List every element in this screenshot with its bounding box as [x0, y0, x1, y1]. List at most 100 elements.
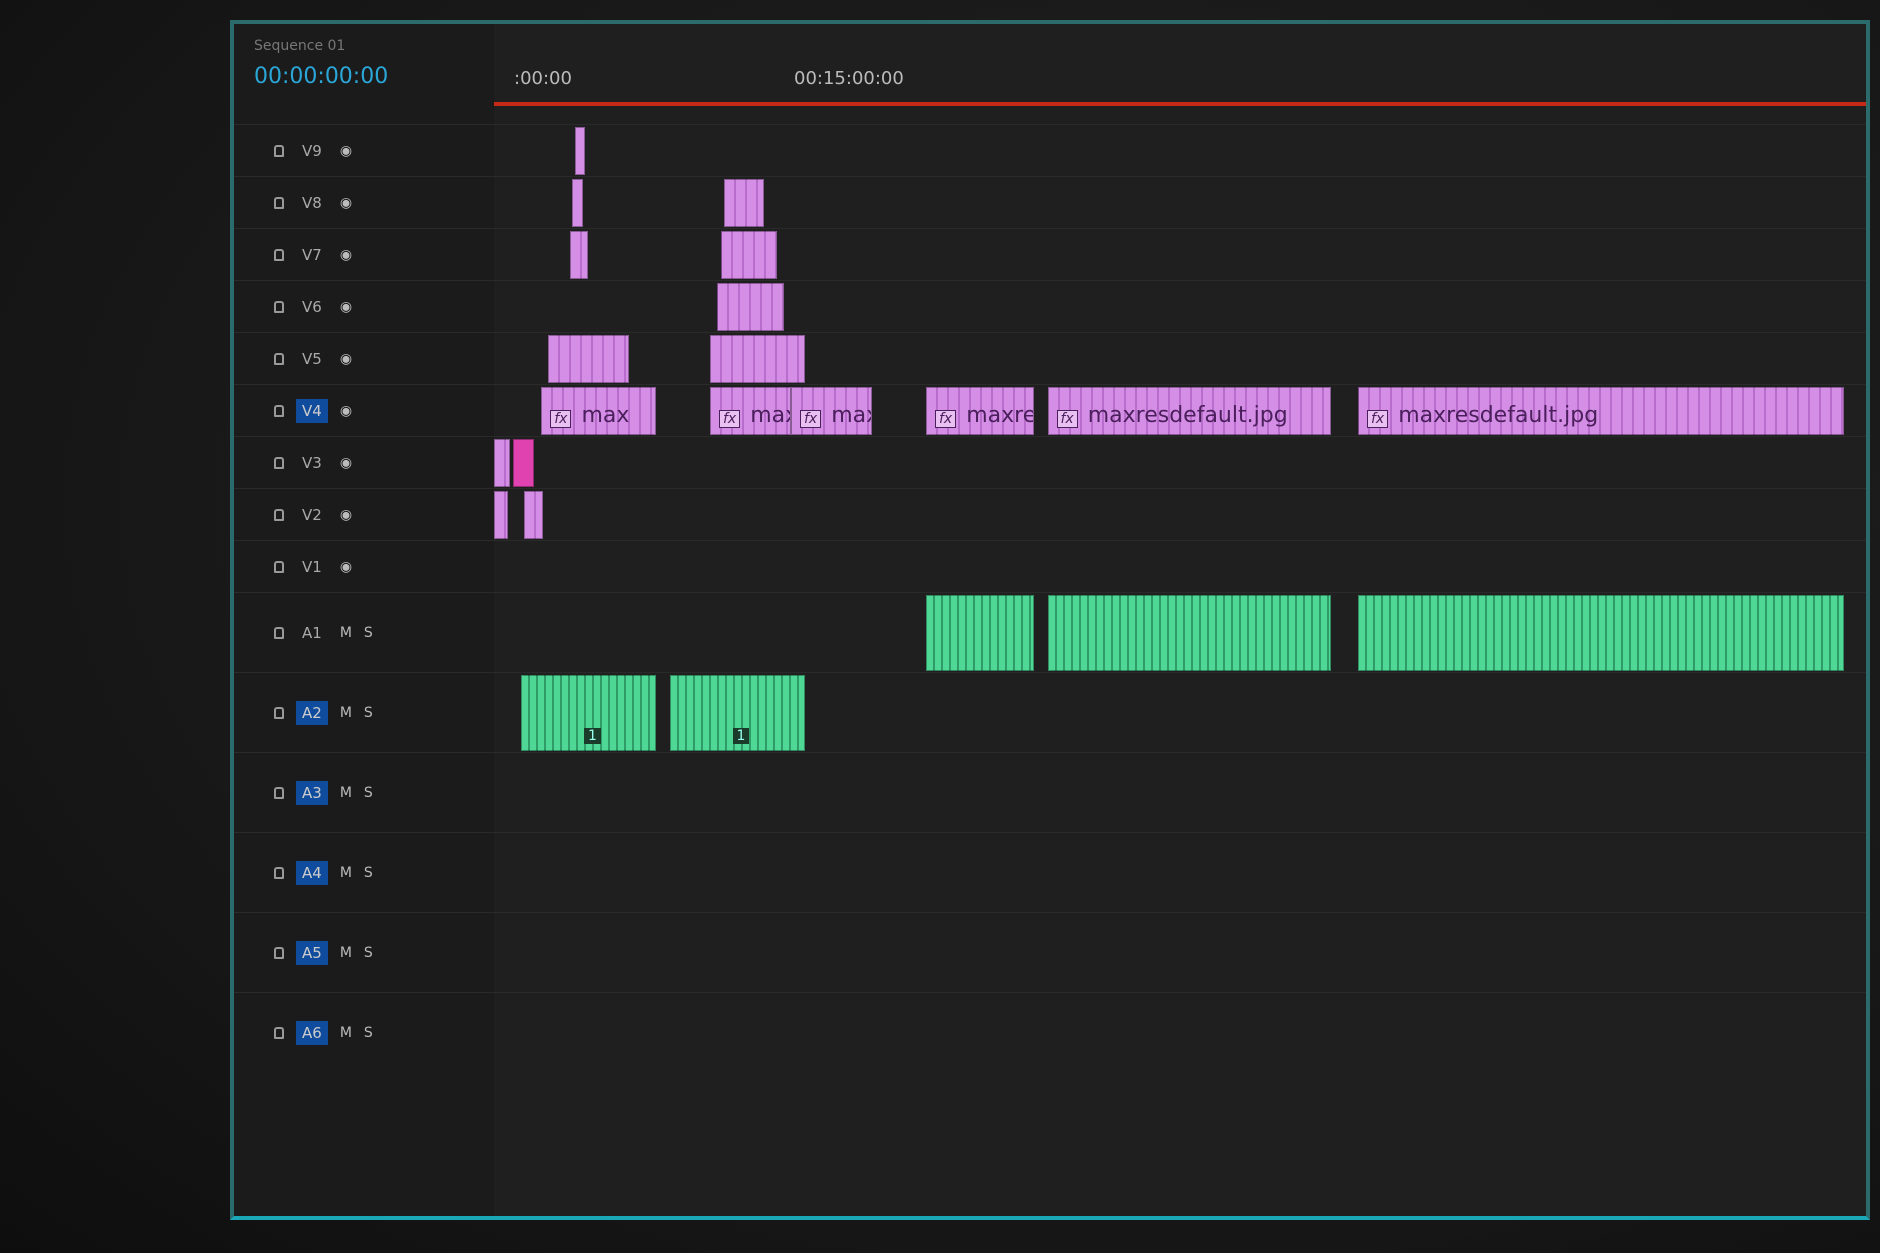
- lock-icon[interactable]: [274, 405, 284, 417]
- time-ruler[interactable]: :00:00 00:15:00:00: [494, 24, 1866, 124]
- track-v5: V5 ◉: [234, 332, 1866, 385]
- video-clip[interactable]: [720, 231, 778, 279]
- track-header: A6 M S: [234, 993, 494, 1073]
- track-target-toggle[interactable]: V4: [296, 399, 328, 423]
- audio-clip[interactable]: 1: [521, 675, 656, 751]
- track-target-toggle[interactable]: A1: [302, 624, 322, 642]
- lock-icon[interactable]: [274, 867, 284, 879]
- work-area-bar[interactable]: [494, 102, 1866, 106]
- track-lane[interactable]: [494, 437, 1866, 489]
- track-target-toggle[interactable]: V1: [302, 558, 322, 576]
- audio-clip[interactable]: [926, 595, 1034, 671]
- track-target-toggle[interactable]: A2: [296, 701, 328, 725]
- solo-button[interactable]: S: [363, 865, 373, 881]
- eye-icon[interactable]: ◉: [339, 507, 353, 523]
- video-clip[interactable]: [523, 491, 543, 539]
- track-target-toggle[interactable]: V2: [302, 506, 322, 524]
- track-target-toggle[interactable]: A4: [296, 861, 328, 885]
- solo-button[interactable]: S: [363, 785, 373, 801]
- video-clip[interactable]: [548, 335, 629, 383]
- eye-icon[interactable]: ◉: [339, 143, 353, 159]
- eye-icon[interactable]: ◉: [339, 351, 353, 367]
- track-target-toggle[interactable]: V9: [302, 142, 322, 160]
- video-clip[interactable]: [569, 231, 589, 279]
- solo-button[interactable]: S: [363, 705, 373, 721]
- track-lane[interactable]: [494, 125, 1866, 177]
- track-header: A1 M S: [234, 593, 494, 673]
- ruler-label-15min: 00:15:00:00: [794, 68, 904, 89]
- track-target-toggle[interactable]: V8: [302, 194, 322, 212]
- track-lane[interactable]: [494, 593, 1866, 673]
- lock-icon[interactable]: [274, 1027, 284, 1039]
- lock-icon[interactable]: [274, 353, 284, 365]
- playhead-timecode[interactable]: 00:00:00:00: [254, 64, 389, 89]
- lock-icon[interactable]: [274, 301, 284, 313]
- solo-button[interactable]: S: [363, 625, 373, 641]
- video-clip[interactable]: [716, 283, 785, 331]
- solo-button[interactable]: S: [363, 1025, 373, 1041]
- video-clip[interactable]: fx maxresdefault.jpg: [1358, 387, 1844, 435]
- video-clip[interactable]: [572, 179, 584, 227]
- solo-button[interactable]: S: [363, 945, 373, 961]
- lock-icon[interactable]: [274, 561, 284, 573]
- lock-icon[interactable]: [274, 509, 284, 521]
- track-lane[interactable]: [494, 541, 1866, 593]
- eye-icon[interactable]: ◉: [339, 195, 353, 211]
- lock-icon[interactable]: [274, 787, 284, 799]
- mute-button[interactable]: M: [339, 1025, 352, 1041]
- track-lane[interactable]: [494, 993, 1866, 1073]
- track-target-toggle[interactable]: A6: [296, 1021, 328, 1045]
- lock-icon[interactable]: [274, 457, 284, 469]
- eye-icon[interactable]: ◉: [339, 299, 353, 315]
- fx-badge-icon: fx: [550, 410, 572, 428]
- video-clip[interactable]: [512, 439, 535, 487]
- eye-icon[interactable]: ◉: [339, 455, 353, 471]
- lock-icon[interactable]: [274, 707, 284, 719]
- video-clip[interactable]: fx maxresde: [926, 387, 1034, 435]
- track-lane[interactable]: [494, 753, 1866, 833]
- track-target-toggle[interactable]: A5: [296, 941, 328, 965]
- lock-icon[interactable]: [274, 627, 284, 639]
- track-target-toggle[interactable]: V6: [302, 298, 322, 316]
- mute-button[interactable]: M: [339, 945, 352, 961]
- video-clip[interactable]: fx max: [541, 387, 656, 435]
- track-target-toggle[interactable]: V7: [302, 246, 322, 264]
- video-clip[interactable]: [723, 179, 764, 227]
- video-clip[interactable]: [494, 491, 508, 539]
- eye-icon[interactable]: ◉: [339, 559, 353, 575]
- lock-icon[interactable]: [274, 145, 284, 157]
- audio-clip[interactable]: 1: [669, 675, 805, 751]
- mute-button[interactable]: M: [339, 865, 352, 881]
- track-lane[interactable]: [494, 913, 1866, 993]
- track-lane[interactable]: [494, 229, 1866, 281]
- audio-clip[interactable]: [1358, 595, 1844, 671]
- eye-icon[interactable]: ◉: [339, 247, 353, 263]
- mute-button[interactable]: M: [339, 785, 352, 801]
- track-lane[interactable]: [494, 333, 1866, 385]
- video-clip[interactable]: [710, 335, 805, 383]
- track-lane[interactable]: [494, 281, 1866, 333]
- track-a6: A6 M S: [234, 992, 1866, 1073]
- lock-icon[interactable]: [274, 249, 284, 261]
- video-clip[interactable]: [575, 127, 585, 175]
- mute-button[interactable]: M: [339, 625, 352, 641]
- video-clip[interactable]: [494, 439, 511, 487]
- track-lane[interactable]: [494, 833, 1866, 913]
- track-target-toggle[interactable]: V3: [302, 454, 322, 472]
- lock-icon[interactable]: [274, 197, 284, 209]
- track-lane[interactable]: [494, 489, 1866, 541]
- track-target-toggle[interactable]: V5: [302, 350, 322, 368]
- video-clip[interactable]: fxmaxi: [710, 387, 791, 435]
- mute-button[interactable]: M: [339, 705, 352, 721]
- audio-clip[interactable]: [1047, 595, 1331, 671]
- track-lane[interactable]: [494, 177, 1866, 229]
- track-headers: Sequence 01 00:00:00:00: [234, 24, 494, 1216]
- track-target-toggle[interactable]: A3: [296, 781, 328, 805]
- lock-icon[interactable]: [274, 947, 284, 959]
- eye-icon[interactable]: ◉: [339, 403, 353, 419]
- video-clip[interactable]: fx maxresdefault.jpg: [1047, 387, 1331, 435]
- sequence-tab[interactable]: Sequence 01: [254, 38, 346, 54]
